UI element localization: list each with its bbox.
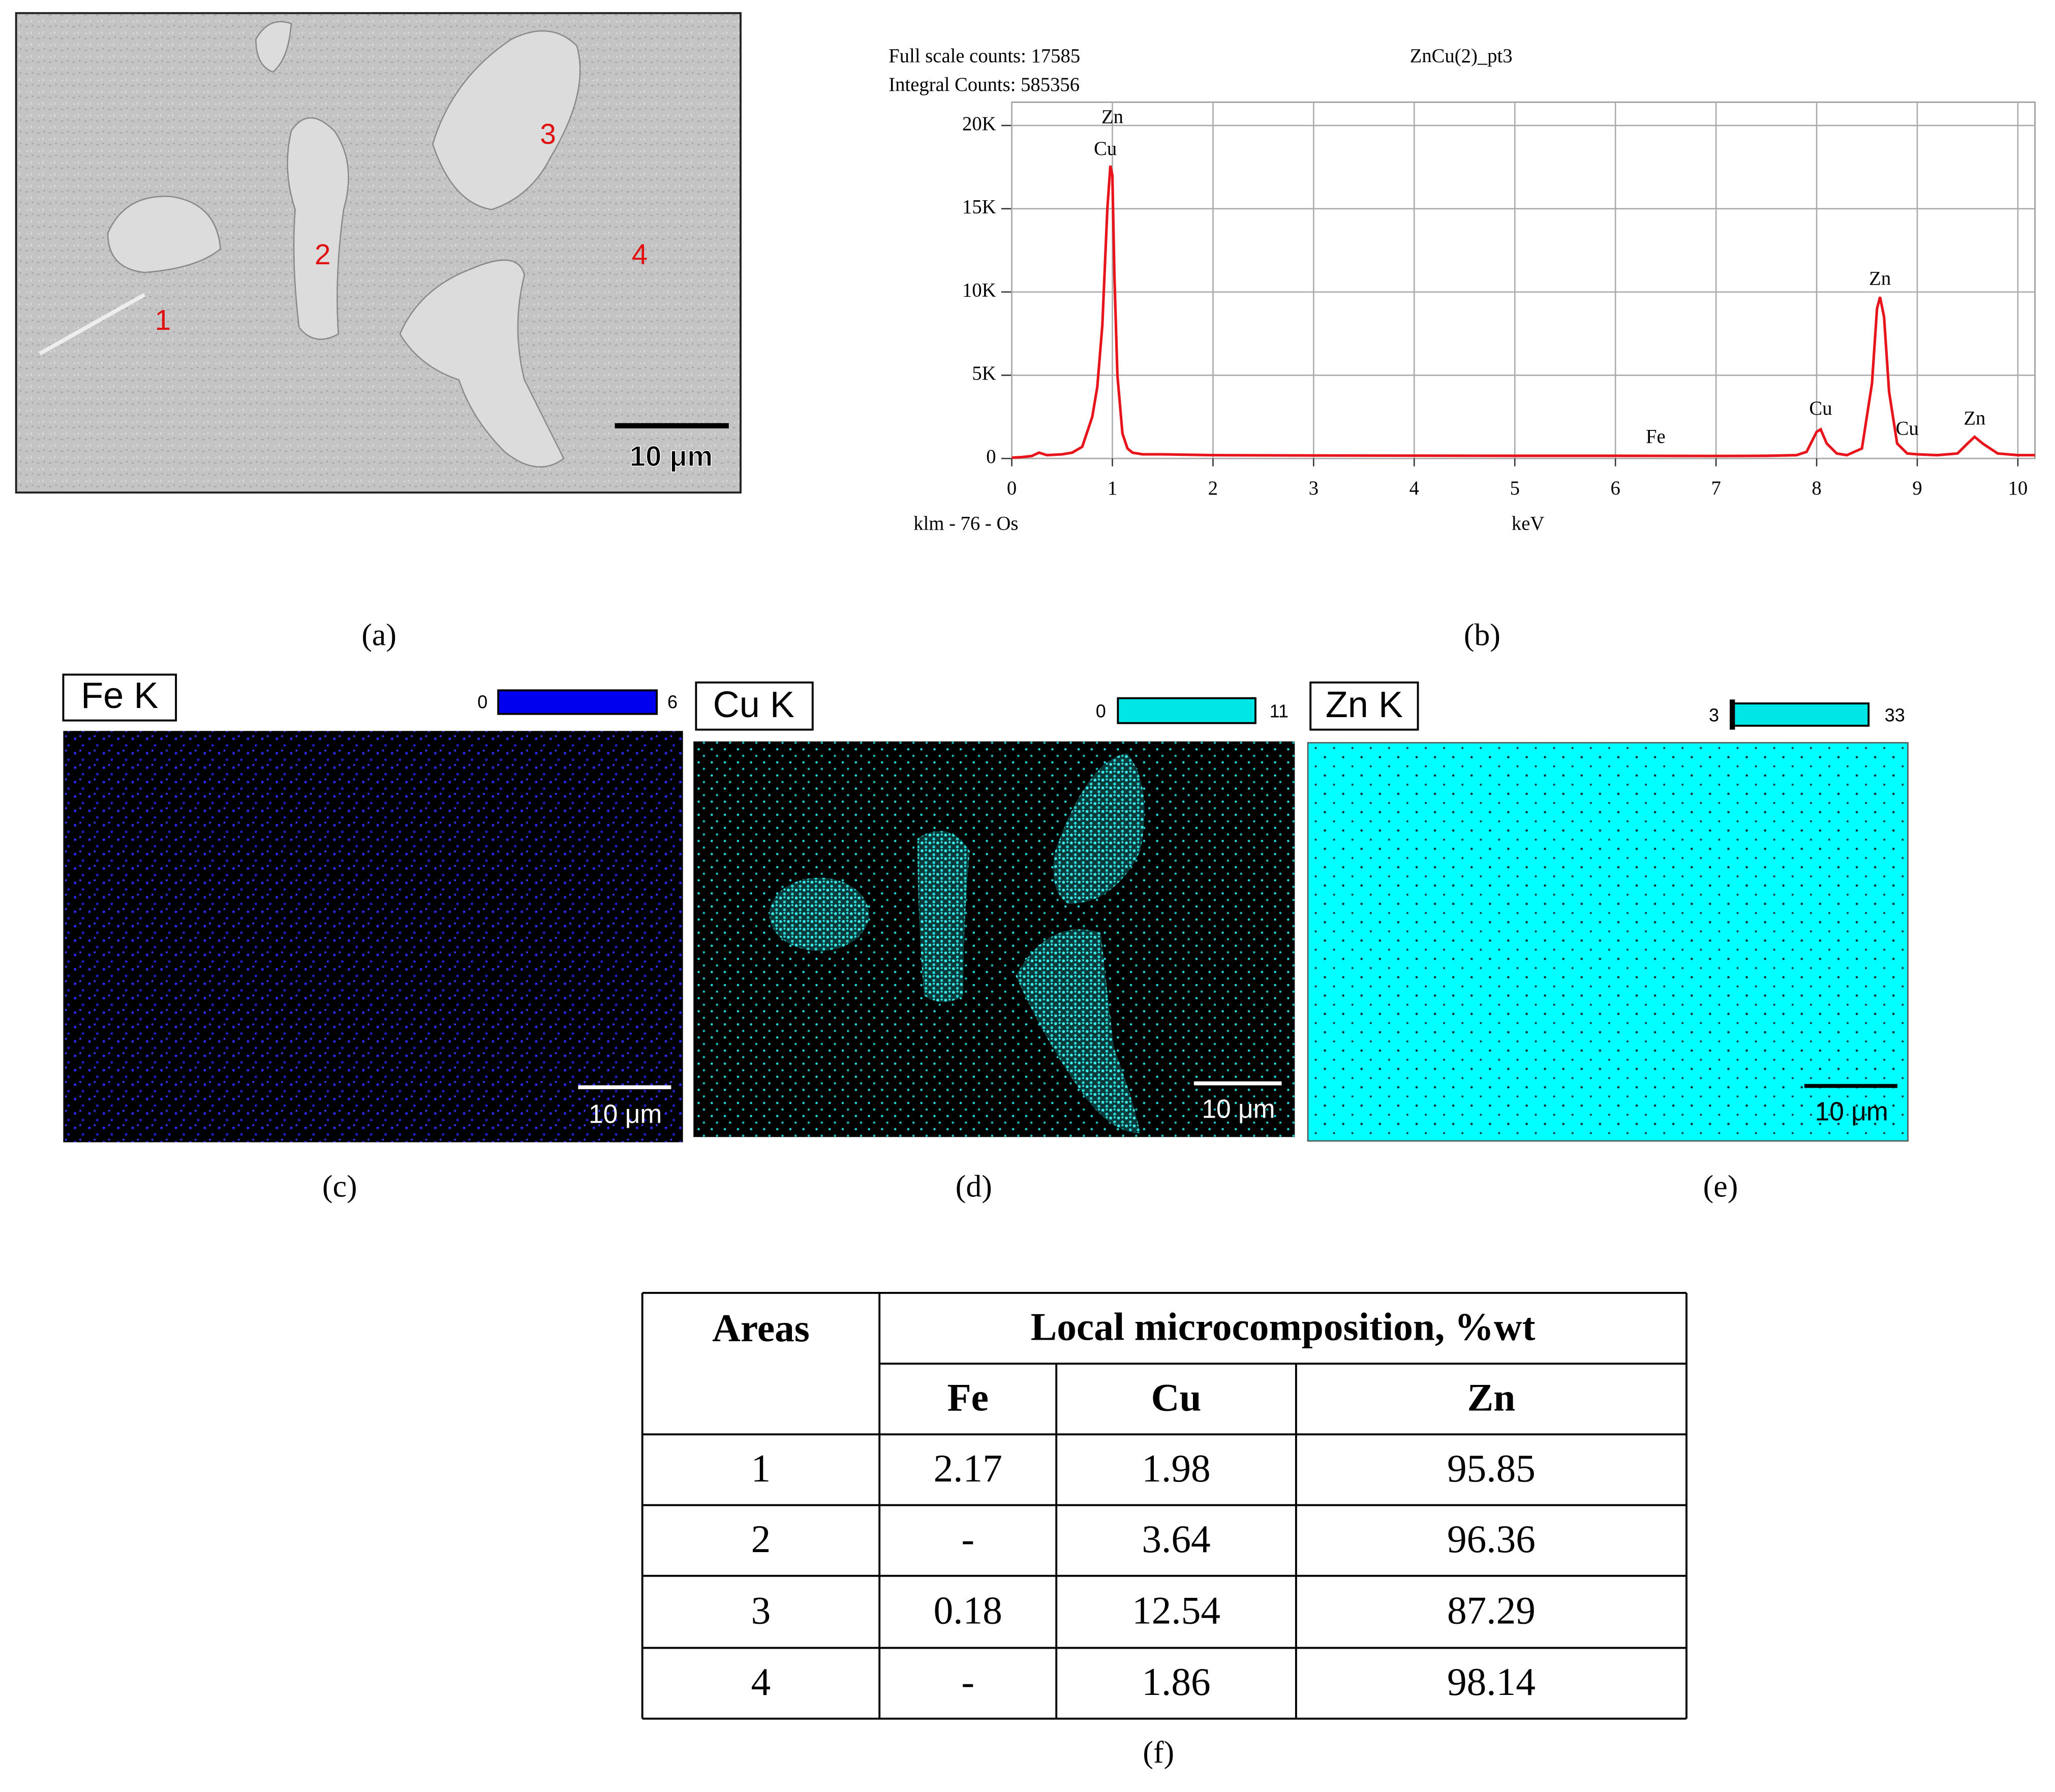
chart-title: ZnCu(2)_pt3 [1410, 45, 1513, 67]
fe-map: Fe K 0 6 10 μm [62, 673, 683, 1142]
panel-caption: (d) [956, 1169, 992, 1204]
panel-caption: (b) [1464, 617, 1500, 652]
peak-label: Zn [1869, 268, 1891, 289]
peak-label: Cu [1896, 418, 1919, 439]
table-cell: - [961, 1660, 974, 1704]
table-cell: 2.17 [934, 1446, 1002, 1490]
area-label: 4 [632, 239, 648, 271]
x-axis-label: keV [1512, 513, 1544, 534]
x-tick-label: 2 [1208, 478, 1218, 499]
table-cell: 98.14 [1447, 1660, 1536, 1704]
scale-bar-label: 10 μm [589, 1099, 662, 1129]
peak-label: Zn [1101, 107, 1123, 128]
scale-bar-label: 10 μm [629, 441, 713, 473]
x-tick-label: 4 [1409, 478, 1419, 499]
scale-bar-label: 10 μm [1815, 1096, 1888, 1126]
map-element: Cu K [713, 685, 794, 725]
x-tick-label: 10 [2008, 478, 2028, 499]
table-cell: 4 [751, 1660, 771, 1704]
table-cell: 2 [751, 1517, 771, 1561]
scale-max: 11 [1270, 701, 1289, 722]
x-tick-label: 1 [1108, 478, 1117, 499]
table-cell: 3 [751, 1589, 771, 1632]
table-cell: 1.86 [1142, 1660, 1210, 1704]
y-tick-label: 0 [986, 446, 996, 468]
y-tick-label: 10K [962, 280, 996, 301]
chart-header: Integral Counts: 585356 [888, 74, 1080, 96]
area-label: 3 [540, 118, 556, 150]
scale-min: 3 [1709, 704, 1719, 725]
scale-max: 33 [1885, 704, 1905, 725]
y-tick-label: 20K [962, 113, 996, 135]
area-label: 1 [155, 304, 171, 336]
table-cell: 3.64 [1142, 1517, 1210, 1561]
table-cell: 95.85 [1447, 1446, 1536, 1490]
table-header: Fe [947, 1376, 989, 1419]
table-cell: - [961, 1517, 974, 1561]
table-cell: 87.29 [1447, 1589, 1536, 1632]
table-header: Areas [712, 1306, 810, 1350]
scale-max: 6 [667, 692, 678, 713]
peak-label: Cu [1809, 398, 1832, 419]
x-tick-label: 5 [1510, 478, 1520, 499]
panel-caption: (c) [322, 1169, 357, 1204]
table-cell: 96.36 [1447, 1517, 1536, 1561]
table-header: Local microcomposition, %wt [1031, 1305, 1536, 1348]
spectrum-chart: Full scale counts: 17585 Integral Counts… [888, 45, 2036, 534]
x-tick-label: 7 [1711, 478, 1721, 499]
peak-label: Zn [1964, 408, 1985, 429]
footer-label: klm - 76 - Os [913, 513, 1018, 534]
y-tick-label: 5K [972, 363, 996, 384]
table-header: Zn [1467, 1376, 1516, 1419]
table-header: Cu [1151, 1376, 1202, 1419]
scale-bar-label: 10 μm [1202, 1094, 1275, 1123]
table-cell: 1 [751, 1446, 771, 1490]
peak-label: Fe [1646, 426, 1666, 448]
y-tick-label: 15K [962, 197, 996, 218]
panel-caption: (e) [1703, 1169, 1738, 1204]
table-cell: 12.54 [1132, 1589, 1220, 1632]
peak-label: Cu [1094, 138, 1117, 160]
panel-caption: (a) [361, 617, 396, 652]
x-tick-label: 9 [1912, 478, 1922, 499]
area-label: 2 [315, 239, 331, 271]
x-tick-label: 3 [1309, 478, 1318, 499]
panel-caption: (f) [1143, 1735, 1174, 1770]
x-tick-label: 6 [1611, 478, 1620, 499]
table-cell: 0.18 [934, 1589, 1002, 1632]
map-element: Fe K [81, 675, 158, 716]
x-tick-label: 8 [1812, 478, 1821, 499]
map-element: Zn K [1326, 685, 1403, 725]
scale-min: 0 [1096, 701, 1106, 722]
scale-min: 0 [477, 692, 487, 713]
cu-map: Cu K 0 11 10 μm [693, 681, 1295, 1137]
table-cell: 1.98 [1142, 1446, 1210, 1490]
sem-image: 1 2 3 4 10 μm [15, 12, 742, 494]
chart-header: Full scale counts: 17585 [888, 45, 1080, 67]
x-tick-label: 0 [1007, 478, 1017, 499]
zn-map: Zn K 3 33 10 μm [1307, 681, 1909, 1142]
spectrum-line [1011, 165, 2035, 459]
